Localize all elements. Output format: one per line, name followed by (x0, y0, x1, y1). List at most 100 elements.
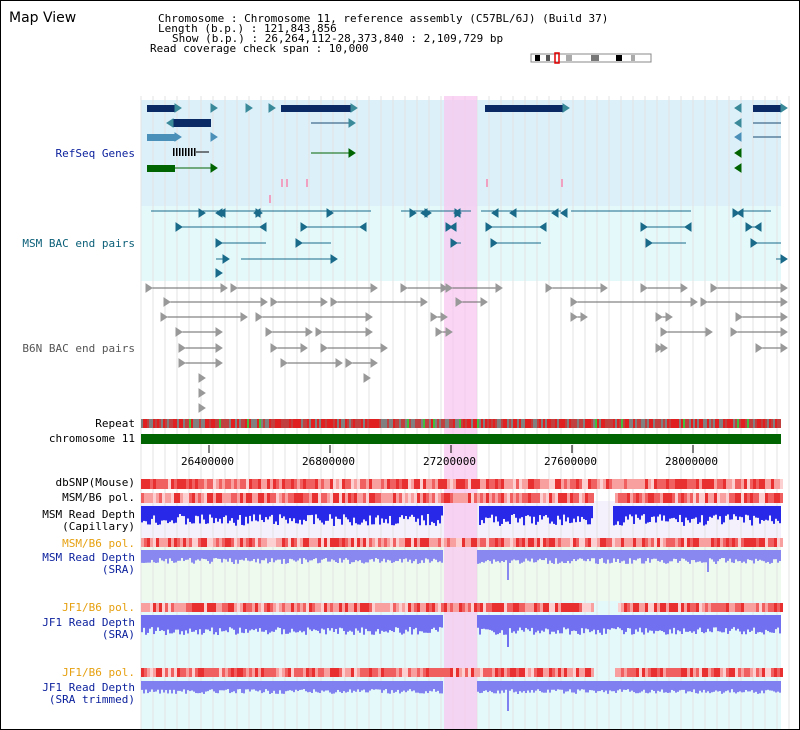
repeat-segment (593, 419, 595, 428)
chromosome-label[interactable]: chromosome 11 (48, 432, 135, 445)
jf1-trimmed-depth-bar (369, 681, 371, 691)
jf1-trimmed-depth-bar (279, 681, 281, 691)
dbsnp-heat-cell (156, 479, 159, 489)
bac-end-marker (539, 222, 547, 232)
msm-sra-depth-bar (393, 550, 395, 563)
msm-b6-pol-label[interactable]: MSM/B6 pol. (62, 491, 135, 504)
capillary-depth-bar (737, 506, 739, 520)
msm-b6-pol-heat-cell (471, 493, 474, 503)
msm-read-depth-sra-label-1[interactable]: MSM Read Depth (42, 551, 135, 564)
capillary-depth-bar (237, 506, 239, 520)
dbsnp-label[interactable]: dbSNP(Mouse) (55, 476, 135, 489)
jf1-sra-depth-bar (601, 615, 603, 635)
jf1-sra-depth-bar (209, 615, 211, 632)
jf1-trimmed-depth-bar (241, 681, 243, 693)
jf1-trimmed-depth-bar (631, 681, 633, 691)
dbsnp-heat-cell (159, 479, 162, 489)
gene-exon (147, 165, 175, 172)
bac-end-marker (754, 222, 762, 232)
repeat-segment (585, 419, 587, 428)
jf1-b6-pol-trimmed-heat-cell (153, 668, 156, 677)
msm-read-depth-capillary-label-1[interactable]: MSM Read Depth (42, 508, 135, 521)
jf1-b6-pol-heat-cell (462, 603, 465, 612)
msm-sra-depth-bar (779, 550, 781, 562)
repeat-segment (295, 419, 297, 428)
jf1-sra-depth-bar (299, 615, 301, 631)
msm-b6-pol-heat-cell (345, 493, 348, 503)
jf1-b6-pol-trimmed-heat-cell (198, 668, 201, 677)
jf1-trimmed-depth-bar (419, 681, 421, 694)
capillary-depth-bar (567, 506, 569, 518)
repeat-segment (253, 419, 255, 428)
jf1-trimmed-depth-bar (705, 681, 707, 693)
jf1-sra-depth-bar (253, 615, 255, 631)
jf1-b6-pol-trimmed-heat-cell (393, 668, 396, 677)
msm-sra-depth-bar (709, 550, 711, 559)
jf1-sra-depth-bar (399, 615, 401, 633)
repeat-segment (603, 419, 605, 428)
refseq-genes-label[interactable]: RefSeq Genes (55, 147, 135, 160)
jf1-trimmed-depth-bar (211, 681, 213, 690)
gene-exon (188, 148, 190, 156)
jf1-sra-depth-bar (647, 615, 649, 633)
jf1-trimmed-depth-bar (571, 681, 573, 693)
jf1-sra-depth-bar (365, 615, 367, 629)
jf1-read-depth-trimmed-label-1[interactable]: JF1 Read Depth (42, 681, 135, 694)
msm-bac-label[interactable]: MSM BAC end pairs (22, 237, 135, 250)
jf1-trimmed-depth-bar (271, 681, 273, 693)
jf1-b6-pol-heat-cell (330, 603, 333, 612)
msm-b6-pol-sra-heat-cell (225, 538, 228, 547)
jf1-b6-pol-heat-cell (708, 603, 711, 612)
jf1-trimmed-depth-bar (767, 681, 769, 690)
jf1-b6-pol-heat-cell (522, 603, 525, 612)
msm-b6-pol-sra-heat-cell (354, 538, 357, 547)
msm-b6-pol-sra-heat-cell (294, 538, 297, 547)
capillary-depth-bar (439, 506, 441, 524)
b6n-bac-label[interactable]: B6N BAC end pairs (22, 342, 135, 355)
msm-b6-pol-sra-heat-cell (558, 538, 561, 547)
msm-sra-depth-bar (547, 550, 549, 564)
dbsnp-heat-cell (210, 479, 213, 489)
jf1-trimmed-depth-bar (709, 681, 711, 694)
bac-end-marker (160, 312, 168, 322)
msm-sra-depth-bar (331, 550, 333, 560)
msm-b6-pol-sra-heat-cell (768, 538, 771, 547)
repeat-segment (621, 419, 623, 428)
repeat-segment (525, 419, 527, 428)
repeat-segment (339, 419, 341, 428)
jf1-sra-depth-bar (339, 615, 341, 628)
dbsnp-heat-cell (507, 479, 510, 489)
msm-b6-pol-sra-heat-cell (144, 538, 147, 547)
jf1-trimmed-depth-bar (711, 681, 713, 693)
capillary-depth-bar (581, 506, 583, 517)
jf1-b6-pol-label[interactable]: JF1/B6 pol. (62, 601, 135, 614)
jf1-b6-pol-heat-cell (312, 603, 315, 612)
msm-b6-pol-sra-heat-cell (228, 538, 231, 547)
jf1-b6-pol-trimmed-label[interactable]: JF1/B6 pol. (62, 666, 135, 679)
msm-sra-depth-bar (319, 550, 321, 563)
capillary-depth-bar (263, 506, 265, 523)
msm-b6-pol-sra-heat-cell (264, 538, 267, 547)
repeat-segment (265, 419, 267, 428)
msm-sra-depth-bar (167, 550, 169, 564)
dbsnp-heat-cell (336, 479, 339, 489)
jf1-sra-depth-bar (623, 615, 625, 635)
msm-b6-pol-sra-label[interactable]: MSM/B6 pol. (62, 537, 135, 550)
msm-b6-pol-sra-heat-cell (570, 538, 573, 547)
capillary-depth-bar (165, 506, 167, 521)
selected-region-highlight (444, 96, 477, 729)
capillary-depth-bar (405, 506, 407, 516)
dbsnp-heat-cell (720, 479, 723, 489)
jf1-read-depth-sra-label-1[interactable]: JF1 Read Depth (42, 616, 135, 629)
jf1-trimmed-depth-bar (221, 681, 223, 691)
jf1-sra-depth-bar (267, 615, 269, 635)
bac-end-marker (220, 283, 228, 293)
repeat-label[interactable]: Repeat (95, 417, 135, 430)
msm-sra-depth-bar (633, 550, 635, 560)
jf1-b6-pol-trimmed-heat-cell (174, 668, 177, 677)
msm-b6-pol-sra-heat-cell (627, 538, 630, 547)
msm-sra-depth-bar (175, 550, 177, 563)
jf1-sra-depth-bar (575, 615, 577, 632)
